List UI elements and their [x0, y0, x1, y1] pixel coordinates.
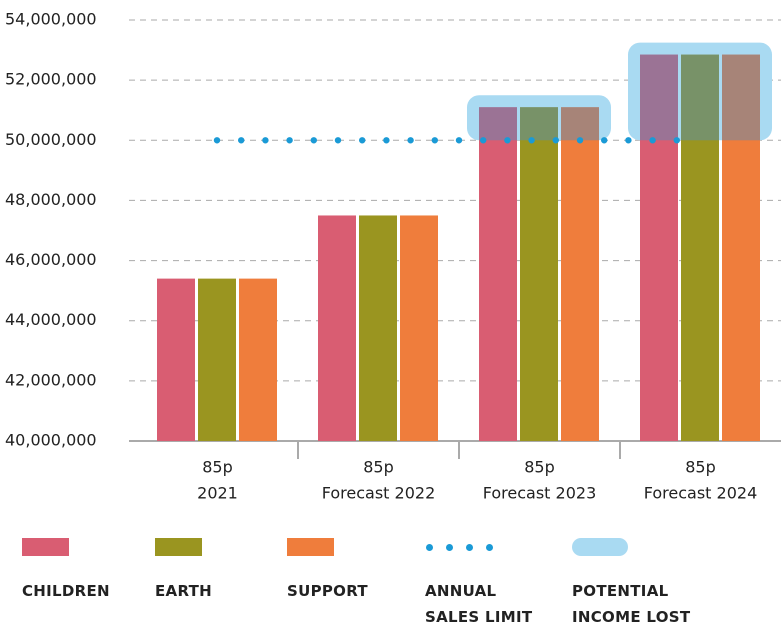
limit-dot: [213, 137, 221, 144]
x-tick-label: Forecast 2023: [483, 484, 597, 503]
limit-dot: [455, 137, 463, 144]
bar: [520, 107, 558, 441]
limit-dot: [673, 137, 680, 144]
bar: [239, 278, 277, 441]
limit-dot: [625, 137, 632, 144]
limit-dot: [504, 137, 511, 144]
bar: [359, 215, 397, 441]
bar-over-limit: [520, 107, 558, 141]
legend-dot: [486, 543, 493, 551]
bar: [561, 107, 599, 441]
legend-dot: [446, 543, 453, 551]
legend-dots: [425, 538, 545, 556]
legend-label: POTENTIAL INCOME LOST: [572, 582, 691, 626]
bar-over-limit: [640, 54, 678, 141]
limit-dot: [383, 137, 390, 144]
bar-over-limit: [479, 107, 517, 141]
limit-dot: [310, 137, 317, 144]
legend-item: POTENTIAL INCOME LOST: [572, 538, 722, 630]
limit-dot: [552, 137, 559, 144]
legend-item: CHILDREN: [22, 538, 152, 604]
bar: [198, 278, 236, 441]
x-tick-label: 2021: [197, 484, 238, 503]
bar-over-limit: [681, 54, 719, 141]
legend-item: SUPPORT: [287, 538, 417, 604]
legend-label: ANNUAL SALES LIMIT: [425, 582, 533, 626]
limit-dot: [601, 137, 608, 144]
legend-swatch: [155, 538, 202, 556]
limit-dot: [286, 137, 293, 144]
limit-dot: [359, 137, 366, 144]
legend-dot: [466, 543, 473, 551]
bar: [479, 107, 517, 441]
y-tick-label: 46,000,000: [5, 250, 97, 269]
limit-dot: [431, 137, 438, 144]
x-tick-sublabel: 85p: [202, 458, 233, 477]
y-tick-label: 54,000,000: [5, 10, 97, 29]
x-tick-sublabel: 85p: [363, 458, 394, 477]
legend-swatch: [22, 538, 69, 556]
bar: [681, 54, 719, 441]
y-tick-label: 52,000,000: [5, 70, 97, 89]
y-tick-label: 42,000,000: [5, 370, 97, 389]
bar-over-limit: [722, 54, 760, 141]
limit-dot: [528, 137, 535, 144]
x-tick-label: Forecast 2024: [644, 484, 758, 503]
limit-dot: [334, 137, 342, 144]
bar: [640, 54, 678, 441]
limit-dot: [576, 137, 584, 144]
limit-dot: [407, 137, 414, 144]
limit-dot: [238, 137, 245, 144]
y-tick-label: 48,000,000: [5, 190, 97, 209]
legend: CHILDREN EARTH SUPPORT ANNUAL SALES LIMIT PO…: [0, 538, 781, 626]
bar: [318, 215, 356, 441]
legend-swatch: [287, 538, 334, 556]
y-tick-label: 44,000,000: [5, 310, 97, 329]
legend-item: ANNUAL SALES LIMIT: [425, 538, 545, 630]
x-tick-label: Forecast 2022: [322, 484, 436, 503]
y-tick-label: 50,000,000: [5, 130, 97, 149]
legend-label: EARTH: [155, 582, 213, 600]
bar: [157, 278, 195, 441]
limit-dot: [480, 137, 487, 144]
legend-item: EARTH: [155, 538, 285, 604]
limit-dot: [262, 137, 269, 144]
limit-dot: [649, 137, 656, 144]
legend-label: CHILDREN: [22, 582, 110, 600]
x-tick-sublabel: 85p: [685, 458, 716, 477]
bar: [400, 215, 438, 441]
y-tick-label: 40,000,000: [5, 431, 97, 450]
chart: 40,000,000 42,000,000 44,000,000 46,000,000…: [5, 10, 781, 503]
legend-label: SUPPORT: [287, 582, 368, 600]
legend-dot: [426, 543, 433, 551]
x-tick-sublabel: 85p: [524, 458, 555, 477]
bar-over-limit: [561, 107, 599, 141]
bar: [722, 54, 760, 441]
legend-swatch: [572, 538, 628, 556]
